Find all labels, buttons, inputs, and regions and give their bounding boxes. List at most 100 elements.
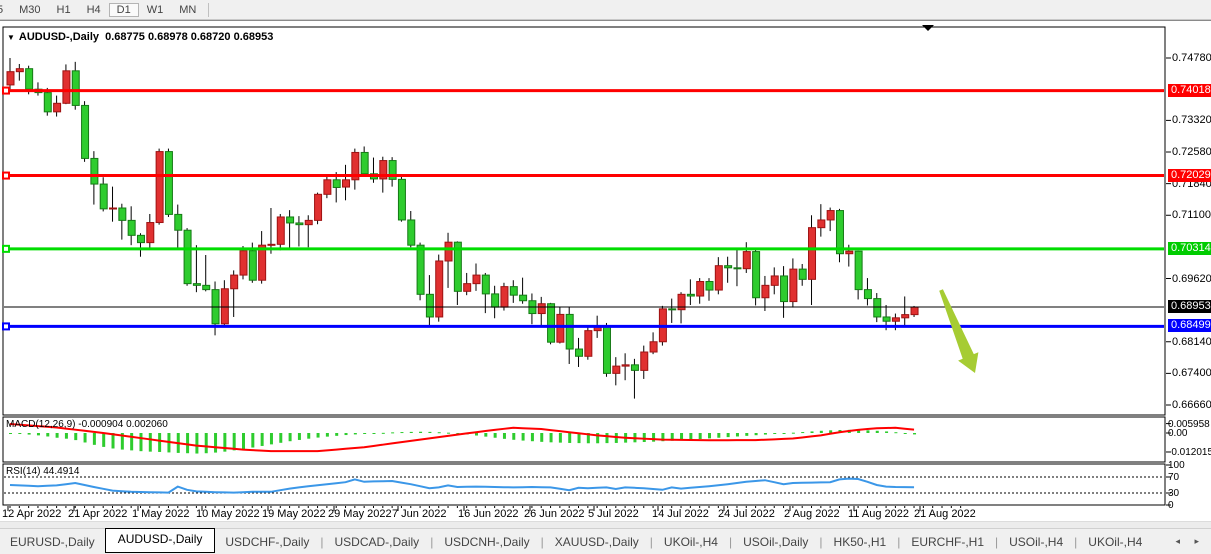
date-label: 16 Jun 2022 <box>458 508 519 520</box>
candle-down <box>164 151 173 215</box>
tab-separator: | <box>819 534 823 549</box>
tf-button-mn[interactable]: MN <box>179 3 197 16</box>
candle-down <box>360 151 369 175</box>
candle-down <box>602 325 611 374</box>
macd-signal-line <box>9 422 915 453</box>
tf-button-h4[interactable]: H4 <box>86 3 101 16</box>
macd-axis-label: -0.012015 <box>1168 447 1211 458</box>
tab-hk50-h1[interactable]: HK50-,H1 <box>833 534 887 549</box>
chart-title: ▼ AUDUSD-,Daily 0.68775 0.68978 0.68720 0… <box>7 31 273 43</box>
price-badge-0.72029: 0.72029 <box>1168 168 1211 182</box>
price-axis-label: 0.71100 <box>1172 209 1211 222</box>
candle-up <box>276 216 285 245</box>
date-label: 5 Jul 2022 <box>588 508 639 520</box>
candle-up <box>258 244 267 281</box>
candle-up <box>789 268 798 303</box>
candle-down <box>724 265 733 269</box>
macd-histogram-bar <box>242 433 245 450</box>
price-axis-label: 0.67400 <box>1172 367 1211 380</box>
macd-histogram-bar <box>530 433 534 442</box>
chart-dropdown-icon[interactable]: ▼ <box>7 33 15 42</box>
tab-usdchf-daily[interactable]: USDCHF-,Daily <box>225 534 310 549</box>
macd-histogram-bar <box>801 432 805 434</box>
chart-ohlc-values: 0.68775 0.68978 0.68720 0.68953 <box>105 31 274 43</box>
macd-histogram-bar <box>586 433 590 444</box>
horizontal-scroll-strip[interactable] <box>0 521 1211 528</box>
tab-scroll-arrows[interactable]: ◂ ▸ <box>1175 536 1205 546</box>
macd-panel-border <box>2 416 1166 463</box>
price-axis-label: 0.68140 <box>1172 335 1211 348</box>
macd-histogram-bar <box>866 430 870 433</box>
tf-button-m30[interactable]: M30 <box>19 3 41 16</box>
macd-histogram-bar <box>391 432 395 434</box>
candle-up <box>649 341 658 353</box>
price-line-handle[interactable] <box>2 171 10 180</box>
macd-histogram-bar <box>791 432 795 434</box>
macd-histogram-bar <box>316 433 320 438</box>
candle-up <box>891 317 900 322</box>
macd-histogram-bar <box>493 433 497 438</box>
macd-histogram-bar <box>419 431 423 433</box>
candle-down <box>565 313 574 350</box>
macd-histogram-bar <box>773 433 777 434</box>
macd-histogram-bar <box>717 433 721 438</box>
tab-eurchf-h1[interactable]: EURCHF-,H1 <box>911 534 985 549</box>
candle-down <box>397 178 406 221</box>
candle-up <box>584 330 593 357</box>
macd-histogram-bar <box>819 430 823 433</box>
tf-button-h1[interactable]: H1 <box>56 3 71 16</box>
tf-button-w1[interactable]: W1 <box>146 3 164 16</box>
tab-xauusd-daily[interactable]: XAUUSD-,Daily <box>554 534 639 549</box>
rsi-name: RSI(14) <box>6 466 41 477</box>
macd-histogram-bar <box>325 433 329 437</box>
candle-down <box>332 179 341 188</box>
tab-ukoil-h4[interactable]: UKOil-,H4 <box>1088 534 1143 549</box>
chart-window[interactable] <box>0 20 1211 529</box>
candle-up <box>444 241 453 262</box>
toolbar-separator <box>208 2 210 17</box>
candle-down <box>81 104 90 159</box>
downtrend-arrow-annotation[interactable] <box>939 289 979 373</box>
candle-up <box>220 288 229 325</box>
candle-up <box>342 179 351 188</box>
candle-up <box>351 151 360 181</box>
tf-button-5[interactable]: 5 <box>0 3 4 16</box>
date-label: 2 Aug 2022 <box>784 508 840 520</box>
tab-usoil-daily[interactable]: USOil-,Daily <box>743 534 809 549</box>
candle-up <box>714 265 723 291</box>
price-line-handle[interactable] <box>2 86 10 95</box>
price-line-handle[interactable] <box>2 322 10 331</box>
candle-down <box>668 308 677 311</box>
macd-histogram-bar <box>857 429 861 433</box>
macd-histogram-bar <box>232 433 236 451</box>
candle-up <box>910 306 919 316</box>
tab-ukoil-h4[interactable]: UKOil-,H4 <box>663 534 718 549</box>
candle-down <box>547 303 556 343</box>
macd-histogram-bar <box>9 433 12 434</box>
macd-histogram-bar <box>437 432 441 434</box>
tab-eurusd-daily[interactable]: EURUSD-,Daily <box>10 534 95 549</box>
price-axis-label: 0.74780 <box>1172 52 1211 64</box>
candle-down <box>425 293 434 318</box>
date-label: 11 Aug 2022 <box>848 508 909 520</box>
candle-down <box>25 68 34 90</box>
tab-usoil-h4[interactable]: USOil-,H4 <box>1009 534 1064 549</box>
tab-usdcad-daily[interactable]: USDCAD-,Daily <box>334 534 420 549</box>
macd-histogram-bar <box>680 433 684 441</box>
macd-histogram-bar <box>83 433 87 443</box>
price-line-handle[interactable] <box>2 244 10 253</box>
candle-up <box>770 275 779 286</box>
macd-histogram-bar <box>475 433 478 436</box>
candle-down <box>873 298 882 318</box>
macd-histogram-bar <box>829 430 833 433</box>
tf-button-d1[interactable]: D1 <box>108 2 139 17</box>
candle-up <box>109 207 118 210</box>
macd-histogram-bar <box>195 433 199 454</box>
tab-audusd-daily[interactable]: AUDUSD-,Daily <box>104 527 216 553</box>
tab-usdcnh-daily[interactable]: USDCNH-,Daily <box>444 534 530 549</box>
tab-separator: | <box>728 534 733 549</box>
date-label: 26 Jun 2022 <box>524 508 585 520</box>
candle-down <box>630 364 639 371</box>
date-label: 21 Apr 2022 <box>68 508 128 520</box>
